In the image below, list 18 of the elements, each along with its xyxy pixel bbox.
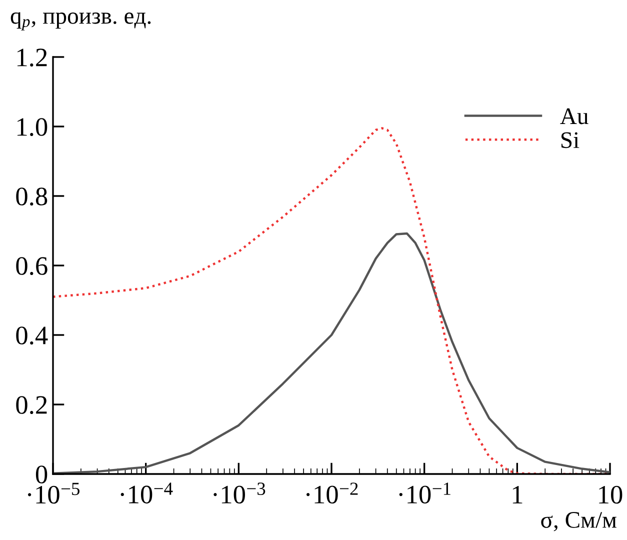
y-tick-label: 0 xyxy=(36,466,48,484)
y-axis-title: q$_{p}$, произв. ед. xyxy=(10,12,151,30)
y-tick-label: 0.2 xyxy=(16,396,47,414)
x-tick-label: ·10$^{−1}$ xyxy=(399,482,450,504)
x-tick-label: 1 xyxy=(512,486,522,504)
x-axis-title: σ, См/м xyxy=(541,512,616,532)
x-tick-label: ·10$^{−4}$ xyxy=(120,482,173,504)
y-tick-label: 0.6 xyxy=(16,257,48,276)
x-tick-label: ·10$^{−2}$ xyxy=(306,482,358,504)
y-tick-label: 1.2 xyxy=(17,48,47,67)
legend-label: Si xyxy=(561,132,580,148)
y-tick-label: 0.4 xyxy=(16,326,48,345)
x-tick-label: ·10$^{−5}$ xyxy=(28,482,80,504)
legend-label: Au xyxy=(560,108,588,124)
x-tick-label: ·10$^{−3}$ xyxy=(214,482,266,504)
x-tick-label: 10 xyxy=(599,486,622,504)
y-tick-label: 0.8 xyxy=(16,188,48,206)
y-tick-label: 1.0 xyxy=(17,118,48,136)
